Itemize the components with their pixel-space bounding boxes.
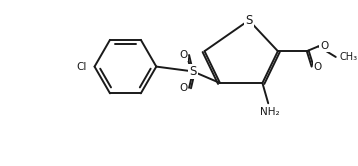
Text: O: O — [179, 50, 188, 60]
Text: NH₂: NH₂ — [260, 107, 280, 117]
Text: O: O — [320, 41, 329, 51]
Text: O: O — [179, 83, 188, 93]
Text: Cl: Cl — [77, 62, 87, 72]
Text: CH₃: CH₃ — [340, 52, 358, 62]
Text: O: O — [314, 62, 322, 72]
Text: S: S — [189, 65, 197, 78]
Text: S: S — [245, 14, 253, 27]
